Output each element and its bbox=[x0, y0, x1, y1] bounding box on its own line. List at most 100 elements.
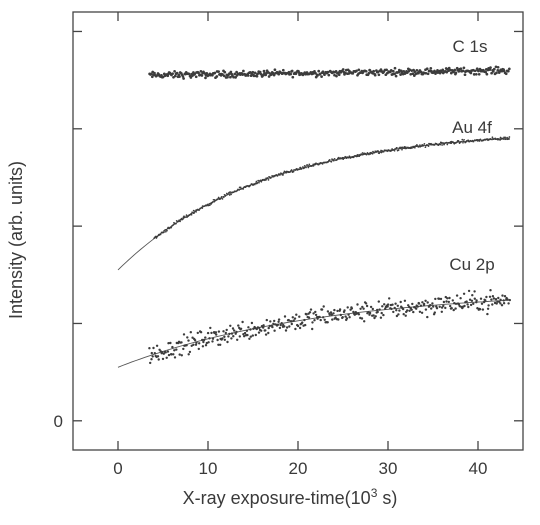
c-1s-point bbox=[251, 70, 255, 74]
data-points bbox=[148, 65, 511, 365]
c-1s-point bbox=[507, 67, 511, 71]
au-4f-point bbox=[356, 155, 359, 158]
c-1s-point bbox=[205, 71, 209, 75]
cu-2p-point bbox=[419, 304, 423, 307]
c-1s-point bbox=[490, 71, 493, 75]
cu-2p-point bbox=[230, 332, 234, 335]
au-4f-point bbox=[378, 152, 381, 155]
cu-2p-point bbox=[491, 303, 494, 306]
au-4f-point bbox=[382, 150, 385, 153]
cu-2p-point bbox=[205, 341, 208, 345]
au-4f-point bbox=[364, 152, 367, 155]
au-4f-point bbox=[312, 163, 315, 166]
au-4f-point bbox=[185, 214, 188, 216]
cu-2p-point bbox=[331, 318, 334, 321]
au-4f-point bbox=[290, 169, 293, 171]
au-4f-point bbox=[249, 184, 252, 187]
cu-2p-point bbox=[469, 303, 473, 307]
cu-2p-point bbox=[260, 329, 263, 332]
cu-2p-point bbox=[196, 331, 199, 335]
cu-2p-point bbox=[391, 303, 394, 306]
c-1s-point bbox=[222, 74, 226, 78]
cu-2p-point bbox=[486, 307, 490, 310]
cu-2p-point bbox=[303, 318, 306, 322]
au-4f-series-label: Au 4f bbox=[452, 118, 492, 137]
c-1s-point bbox=[351, 72, 355, 75]
cu-2p-point bbox=[502, 299, 505, 302]
cu-2p-point bbox=[334, 316, 337, 319]
cu-2p-point bbox=[264, 329, 267, 332]
c-1s-point bbox=[364, 69, 368, 73]
cu-2p-point bbox=[383, 303, 386, 306]
au-4f-point bbox=[163, 229, 165, 232]
cu-2p-point bbox=[350, 307, 354, 310]
cu-2p-point bbox=[228, 332, 231, 336]
c-1s-point bbox=[347, 72, 351, 75]
au-4f-point bbox=[423, 143, 426, 145]
au-4f-point bbox=[159, 233, 162, 236]
cu-2p-point bbox=[180, 354, 183, 357]
au-4f-point bbox=[190, 213, 193, 216]
cu-2p-point bbox=[463, 304, 466, 308]
cu-2p-point bbox=[506, 298, 509, 301]
au-4f-point bbox=[221, 198, 224, 200]
cu-2p-point bbox=[241, 320, 244, 324]
cu-2p-point bbox=[288, 325, 291, 328]
c-1s-point bbox=[473, 69, 477, 73]
au-4f-point bbox=[356, 154, 359, 156]
cu-2p-point bbox=[245, 329, 249, 332]
c-1s-point bbox=[506, 69, 510, 73]
c-1s-point bbox=[181, 75, 185, 78]
cu-2p-point bbox=[243, 335, 246, 338]
au-4f-point bbox=[267, 179, 270, 181]
x-axis-title-sup: 3 bbox=[371, 486, 378, 500]
au-4f-point bbox=[461, 138, 464, 141]
au-4f-point bbox=[179, 220, 181, 223]
au-4f-point bbox=[450, 142, 453, 145]
c-1s-point bbox=[429, 67, 433, 70]
c-1s-point bbox=[377, 73, 381, 77]
cu-2p-point bbox=[298, 315, 301, 318]
cu-2p-point bbox=[360, 317, 364, 320]
cu-2p-point bbox=[348, 316, 351, 319]
cu-2p-point bbox=[280, 322, 283, 325]
au-4f-point bbox=[479, 138, 482, 141]
cu-2p-point bbox=[402, 313, 405, 316]
cu-2p-point bbox=[210, 331, 213, 335]
cu-2p-point bbox=[372, 314, 375, 317]
cu-2p-point bbox=[223, 335, 226, 338]
cu-2p-point bbox=[277, 320, 280, 323]
cu-2p-point bbox=[164, 351, 167, 354]
c-1s-point bbox=[171, 72, 174, 76]
au-4f-point bbox=[303, 167, 306, 169]
cu-2p-point bbox=[468, 298, 472, 301]
cu-2p-point bbox=[173, 356, 177, 359]
au-4f-point bbox=[503, 136, 505, 139]
cu-2p-point bbox=[446, 297, 449, 300]
cu-2p-point bbox=[430, 307, 433, 310]
cu-2p-point bbox=[156, 355, 160, 358]
cu-2p-point bbox=[368, 311, 372, 315]
cu-2p-point bbox=[322, 316, 325, 319]
au-4f-point bbox=[336, 159, 338, 161]
c-1s-point bbox=[178, 75, 181, 78]
c-1s-point bbox=[411, 72, 415, 76]
c-1s-point bbox=[462, 66, 466, 70]
cu-2p-point bbox=[381, 305, 384, 308]
cu-2p-point bbox=[187, 353, 190, 356]
cu-2p-point bbox=[410, 308, 413, 311]
au-4f-point bbox=[282, 174, 284, 176]
c-1s-point bbox=[453, 68, 457, 72]
cu-2p-point bbox=[216, 338, 219, 342]
cu-2p-point bbox=[420, 311, 424, 314]
cu-2p-point bbox=[237, 324, 240, 327]
au-4f-point bbox=[403, 146, 406, 148]
c-1s-point bbox=[477, 69, 480, 73]
cu-2p-point bbox=[148, 347, 151, 350]
y-axis-title: Intensity (arb. units) bbox=[6, 161, 26, 319]
au-4f-point bbox=[223, 193, 226, 196]
cu-2p-point bbox=[314, 310, 317, 314]
au-4f-point bbox=[242, 188, 245, 190]
au-4f-point bbox=[424, 146, 427, 149]
